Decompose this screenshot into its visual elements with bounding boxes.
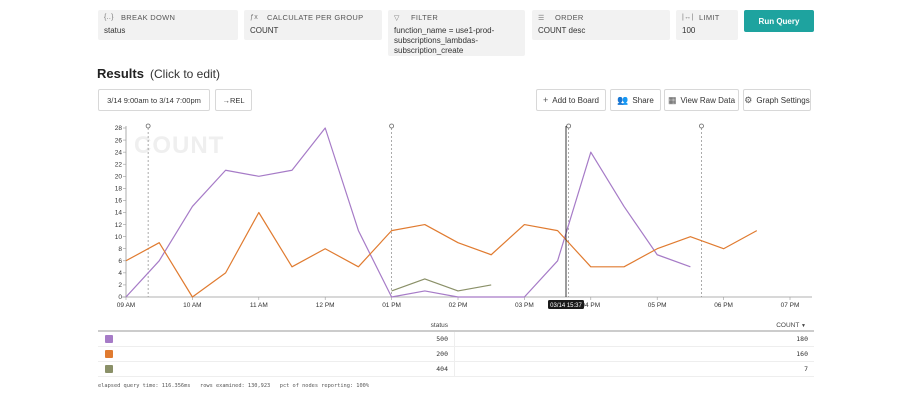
calculate-label: CALCULATE PER GROUP — [267, 13, 364, 22]
col-count-header[interactable]: COUNT ▼ — [454, 320, 814, 330]
cursor-label: 03/14 15:37 — [550, 303, 582, 309]
order-box[interactable]: ☰ ORDER COUNT desc — [532, 10, 670, 40]
row-status: 500 — [436, 335, 448, 343]
x-tick-label: 06 PM — [714, 302, 733, 309]
y-tick-label: 16 — [115, 198, 123, 205]
function-icon: ƒx — [250, 14, 258, 21]
plus-icon: + — [543, 95, 549, 105]
x-tick-label: 10 AM — [183, 302, 201, 309]
series-swatch — [105, 350, 113, 358]
limit-box[interactable]: |↔| LIMIT 100 — [676, 10, 738, 40]
calculate-box[interactable]: ƒx CALCULATE PER GROUP COUNT — [244, 10, 382, 40]
filter-value: function_name = use1-prod-subscriptions_… — [394, 26, 495, 55]
x-tick-label: 02 PM — [449, 302, 468, 309]
row-status: 200 — [436, 350, 448, 358]
y-tick-label: 18 — [115, 186, 123, 193]
chart-title: COUNT — [134, 132, 225, 159]
x-tick-label: 11 AM — [250, 302, 268, 309]
graph-settings-label: Graph Settings — [756, 95, 810, 105]
y-tick-label: 20 — [115, 173, 123, 180]
y-tick-label: 22 — [115, 161, 123, 168]
limit-icon: |↔| — [682, 14, 694, 21]
cursor-label-box — [548, 300, 584, 309]
share-label: Share — [632, 95, 654, 105]
sort-icon: ☰ — [538, 14, 545, 22]
relative-time-button[interactable]: →REL — [215, 89, 252, 111]
y-tick-label: 2 — [118, 282, 122, 289]
query-stats-footer: elapsed query time: 116.356ms rows exami… — [98, 383, 370, 389]
y-tick-label: 24 — [115, 149, 123, 156]
y-tick-label: 0 — [118, 294, 122, 301]
run-query-button[interactable]: Run Query — [744, 10, 814, 32]
series-line-200 — [125, 211, 758, 298]
count-chart[interactable]: COUNT 0 2 4 6 8 10 12 14 16 18 20 22 24 26 28 09 AM 10 A… — [0, 120, 900, 320]
table-header: status COUNT ▼ — [98, 320, 814, 332]
y-tick-label: 28 — [115, 125, 123, 132]
results-table: status COUNT ▼ 500 180 200 160 404 7 — [98, 320, 814, 377]
y-tick-label: 8 — [118, 246, 122, 253]
results-title: Results — [97, 66, 144, 81]
x-tick-label: 05 PM — [648, 302, 667, 309]
view-raw-data-button[interactable]: ▦ View Raw Data — [664, 89, 739, 111]
graph-settings-button[interactable]: ⚙ Graph Settings — [743, 89, 811, 111]
x-tick-label: 03 PM — [515, 302, 534, 309]
x-tick-label: 07 PM — [781, 302, 800, 309]
sort-desc-icon: ▼ — [801, 323, 806, 329]
share-users-icon: 👥 — [617, 94, 629, 105]
order-label: ORDER — [555, 13, 584, 22]
table-row[interactable]: 500 180 — [98, 331, 814, 347]
order-value: COUNT desc — [538, 26, 586, 35]
y-tick-label: 6 — [118, 258, 122, 265]
series-swatch — [105, 335, 113, 343]
view-raw-label: View Raw Data — [680, 95, 736, 105]
share-button[interactable]: 👥 Share — [610, 89, 661, 111]
col-count-label: COUNT — [776, 322, 800, 329]
table-row[interactable]: 404 7 — [98, 361, 814, 377]
results-edit-hint[interactable]: (Click to edit) — [150, 67, 221, 81]
row-count: 180 — [454, 331, 814, 347]
filter-icon: ▽ — [394, 14, 400, 22]
table-grid-icon: ▦ — [667, 94, 677, 105]
row-count: 7 — [454, 361, 814, 377]
marker-circle-icon — [145, 123, 151, 129]
filter-label: FILTER — [411, 13, 439, 22]
breakdown-value: status — [104, 26, 126, 35]
y-tick-label: 12 — [115, 222, 123, 229]
breakdown-label: BREAK DOWN — [121, 13, 176, 22]
add-to-board-label: Add to Board — [552, 95, 599, 105]
series-line-404 — [391, 278, 492, 292]
x-tick-label: 12 PM — [316, 302, 335, 309]
series-swatch — [105, 365, 113, 373]
x-tick-label: 04 PM — [581, 302, 600, 309]
limit-value: 100 — [682, 26, 696, 35]
table-row[interactable]: 200 160 — [98, 346, 814, 362]
filter-box[interactable]: ▽ FILTER function_name = use1-prod-subscr… — [388, 10, 525, 56]
y-tick-label: 10 — [115, 234, 123, 241]
series-line-500 — [125, 127, 691, 298]
breakdown-box[interactable]: {..} BREAK DOWN status — [98, 10, 238, 40]
x-tick-label: 09 AM — [117, 302, 135, 309]
row-count: 160 — [454, 346, 814, 362]
gear-icon: ⚙ — [744, 94, 753, 105]
query-builder: {..} BREAK DOWN status ƒx CALCULATE PER GR… — [98, 10, 814, 58]
marker-circle-icon — [389, 123, 395, 129]
y-tick-label: 4 — [118, 270, 122, 277]
y-tick-label: 26 — [115, 137, 123, 144]
limit-label: LIMIT — [699, 13, 720, 22]
braces-icon: {..} — [104, 14, 114, 21]
y-tick-label: 14 — [115, 210, 123, 217]
add-to-board-button[interactable]: + Add to Board — [536, 89, 606, 111]
col-status-header[interactable]: status — [430, 322, 448, 329]
x-tick-label: 01 PM — [382, 302, 401, 309]
marker-circle-icon — [699, 123, 704, 129]
marker-circle-icon — [566, 123, 572, 129]
row-status: 404 — [436, 365, 448, 373]
time-range-button[interactable]: 3/14 9:00am to 3/14 7:00pm — [98, 89, 210, 111]
calculate-value: COUNT — [250, 26, 279, 35]
